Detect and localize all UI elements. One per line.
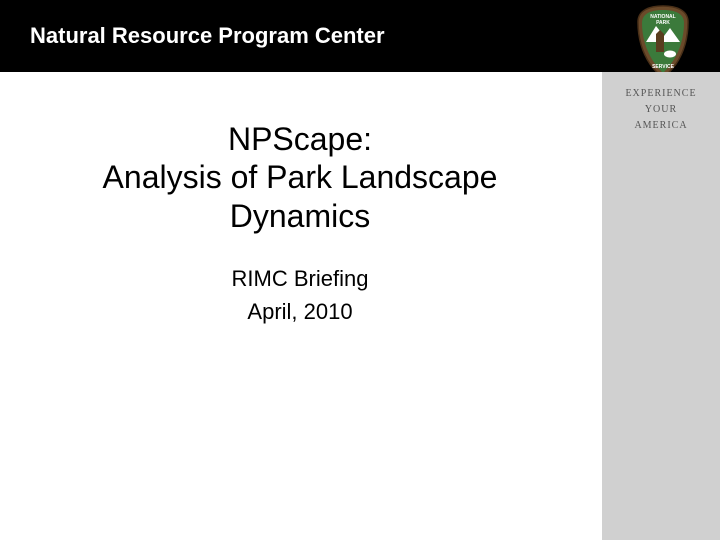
nps-logo: NATIONAL PARK SERVICE [632, 4, 694, 80]
slide-title: NPScape: Analysis of Park Landscape Dyna… [60, 120, 540, 235]
header-bar: Natural Resource Program Center [0, 0, 720, 72]
title-line-2: Analysis of Park Landscape Dynamics [60, 158, 540, 235]
svg-text:SERVICE: SERVICE [652, 64, 675, 70]
sidebar-tagline-2: YOUR [602, 102, 720, 118]
slide-subtitle: RIMC Briefing April, 2010 [60, 262, 540, 328]
nps-arrowhead-icon: NATIONAL PARK SERVICE [632, 4, 694, 80]
header-title: Natural Resource Program Center [30, 23, 385, 49]
sidebar-tagline-3: AMERICA [602, 118, 720, 134]
sidebar-tagline-1: EXPERIENCE [602, 86, 720, 102]
subtitle-line-1: RIMC Briefing [60, 262, 540, 295]
subtitle-line-2: April, 2010 [60, 295, 540, 328]
svg-text:PARK: PARK [656, 20, 670, 26]
title-line-1: NPScape: [60, 120, 540, 158]
main-content: NPScape: Analysis of Park Landscape Dyna… [0, 72, 602, 540]
sidebar: EXPERIENCE YOUR AMERICA [602, 72, 720, 540]
